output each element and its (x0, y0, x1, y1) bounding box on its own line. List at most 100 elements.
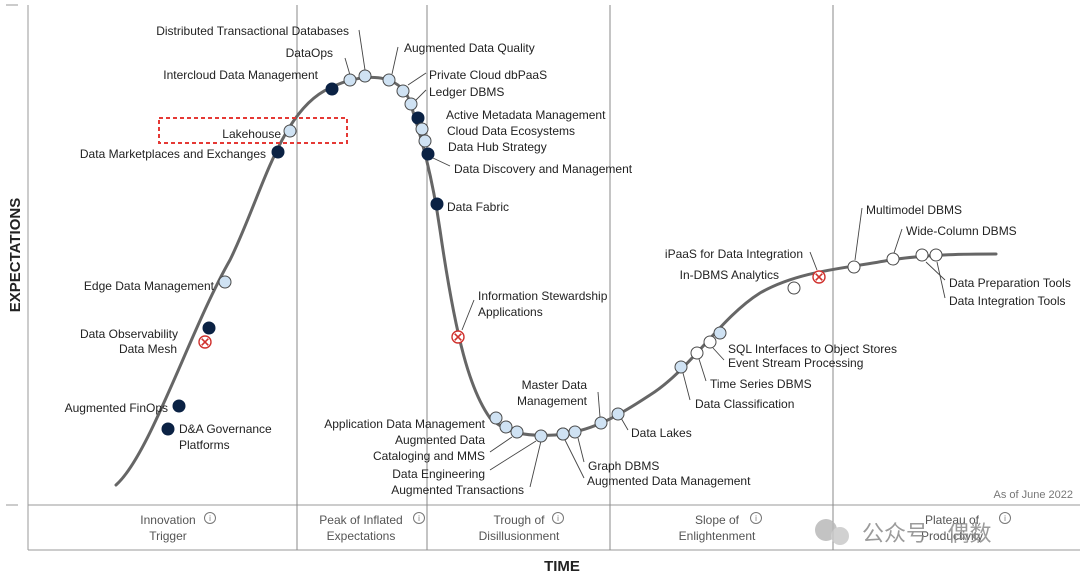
marker-data-discovery-and-management[interactable] (421, 147, 435, 161)
label-active-metadata-management: Active Metadata Management (446, 108, 606, 122)
label-ipaas-for-data-integration: iPaaS for Data Integration (665, 247, 803, 261)
label-private-cloud-dbpaas: Private Cloud dbPaaS (429, 68, 547, 82)
marker-cloud-data-ecosystems[interactable] (415, 122, 429, 136)
label-data-preparation-tools: Data Preparation Tools (949, 276, 1071, 290)
label-graph-dbms: Graph DBMS (588, 459, 659, 473)
label-information-stewardship-applications: Information Stewardship Applications (478, 289, 608, 319)
phase-label-innovation-trigger: Innovation Trigger i (140, 512, 216, 543)
as-of-note: As of June 2022 (993, 489, 1073, 501)
label-wide-column-dbms: Wide-Column DBMS (906, 224, 1017, 238)
marker-active-metadata-management[interactable] (411, 111, 425, 125)
marker-augmented-data[interactable] (499, 420, 513, 434)
label-data-classification: Data Classification (695, 397, 794, 411)
phase-label-trough: Trough of Disillusionment i (479, 512, 564, 543)
label-d-a-governance-platforms: D&A Governance Platforms (179, 422, 272, 452)
marker-graph-dbms[interactable] (568, 425, 582, 439)
info-icon-glyph: i (1004, 514, 1006, 523)
label-time-series-dbms: Time Series DBMS (710, 377, 812, 391)
leader-line-data-lakes (620, 417, 629, 431)
phase-label-line1: Peak of Inflated (319, 513, 402, 527)
marker-augmented-finops[interactable] (172, 399, 186, 413)
marker-data-preparation-tools[interactable] (915, 248, 929, 262)
leader-line-data-classification (682, 372, 691, 401)
marker-time-series-dbms[interactable] (690, 346, 704, 360)
marker-dataops[interactable] (343, 73, 357, 87)
leader-line-time-series-dbms (698, 358, 707, 382)
label-edge-data-management: Edge Data Management (84, 279, 215, 293)
marker-event-stream-processing[interactable] (703, 335, 717, 349)
marker-data-engineering[interactable] (534, 429, 548, 443)
info-icon[interactable] (552, 512, 564, 524)
marker-edge-data-management[interactable] (218, 275, 232, 289)
label-in-dbms-analytics: In-DBMS Analytics (680, 268, 779, 282)
marker-ledger-dbms[interactable] (404, 97, 418, 111)
marker-data-marketplaces-and-exchanges[interactable] (271, 145, 285, 159)
lakehouse-highlight-box (158, 117, 348, 144)
marker-ipaas-for-data-integration-obsolete-icon[interactable] (812, 270, 826, 284)
obsolete-marker-cross (454, 333, 462, 341)
marker-intercloud-data-management[interactable] (325, 82, 339, 96)
label-data-engineering: Data Engineering (392, 467, 485, 481)
label-application-data-management: Application Data Management (324, 417, 485, 431)
marker-augmented-data-quality[interactable] (382, 73, 396, 87)
info-icon[interactable] (204, 512, 216, 524)
marker-d-a-governance-platforms[interactable] (161, 422, 175, 436)
label-sql-interfaces-to-object-stores: SQL Interfaces to Object Stores (728, 342, 897, 356)
marker-sql-interfaces-to-object-stores[interactable] (713, 326, 727, 340)
info-icon-glyph: i (755, 514, 757, 523)
leader-line-data-discovery-and-management (432, 157, 451, 167)
marker-multimodel-dbms[interactable] (847, 260, 861, 274)
marker-augmented-data-management[interactable] (556, 427, 570, 441)
leader-line-master-data-management (597, 391, 601, 418)
phase-label-slope: Slope of Enlightenment i (679, 512, 762, 543)
info-icon[interactable] (750, 512, 762, 524)
marker-private-cloud-dbpaas[interactable] (396, 84, 410, 98)
info-icon-glyph: i (418, 514, 420, 523)
marker-information-stewardship-applications-obsolete-icon[interactable] (451, 330, 465, 344)
marker-data-hub-strategy[interactable] (418, 134, 432, 148)
leader-line-data-engineering (489, 440, 537, 471)
marker-lakehouse[interactable] (283, 124, 297, 138)
marker-data-classification[interactable] (674, 360, 688, 374)
marker-in-dbms-analytics[interactable] (787, 281, 801, 295)
label-dataops: DataOps (286, 46, 333, 60)
marker-data-mesh-obsolete-icon[interactable] (198, 335, 212, 349)
marker-wide-column-dbms[interactable] (886, 252, 900, 266)
info-icon[interactable] (999, 512, 1011, 524)
phase-label-line1: Plateau of (925, 513, 980, 527)
leader-line-event-stream-processing (712, 347, 725, 361)
leader-line-augmented-data-quality (391, 46, 399, 75)
label-augmented-data: Augmented Data (395, 433, 485, 447)
marker-data-integration-tools[interactable] (929, 248, 943, 262)
info-icon[interactable] (413, 512, 425, 524)
obsolete-marker-cross (201, 338, 209, 346)
marker-distributed-transactional-databases[interactable] (358, 69, 372, 83)
marker-data-fabric[interactable] (430, 197, 444, 211)
label-data-marketplaces-and-exchanges: Data Marketplaces and Exchanges (80, 147, 266, 161)
label-intercloud-data-management: Intercloud Data Management (163, 68, 318, 82)
label-augmented-transactions: Augmented Transactions (391, 483, 524, 497)
leader-lines (344, 29, 946, 488)
label-data-observability: Data Observability (80, 327, 178, 341)
label-data-lakes: Data Lakes (631, 426, 692, 440)
marker-cataloging-and-mms[interactable] (510, 425, 524, 439)
leader-line-dataops (344, 57, 351, 76)
marker-application-data-management[interactable] (489, 411, 503, 425)
phase-label-line2: Expectations (327, 529, 396, 543)
leader-line-graph-dbms (577, 437, 585, 463)
leader-line-information-stewardship-applications (461, 299, 475, 331)
marker-master-data-management[interactable] (594, 416, 608, 430)
marker-data-observability[interactable] (202, 321, 216, 335)
phase-label-peak: Peak of Inflated Expectations i (319, 512, 425, 543)
label-event-stream-processing: Event Stream Processing (728, 356, 863, 370)
leader-line-augmented-transactions (529, 440, 542, 488)
marker-data-lakes[interactable] (611, 407, 625, 421)
label-data-integration-tools: Data Integration Tools (949, 294, 1066, 308)
label-cataloging-and-mms: Cataloging and MMS (373, 449, 485, 463)
leader-line-wide-column-dbms (893, 228, 903, 254)
hype-curve (114, 75, 998, 487)
technology-markers (161, 69, 943, 443)
label-data-fabric: Data Fabric (447, 200, 509, 214)
label-multimodel-dbms: Multimodel DBMS (866, 203, 962, 217)
